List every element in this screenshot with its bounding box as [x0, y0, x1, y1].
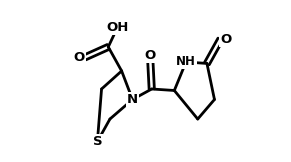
- Text: NH: NH: [176, 55, 196, 69]
- Text: S: S: [93, 135, 102, 148]
- Text: O: O: [74, 51, 85, 64]
- Text: N: N: [127, 93, 138, 106]
- Text: O: O: [220, 33, 232, 46]
- Text: OH: OH: [106, 21, 129, 34]
- Text: O: O: [144, 49, 156, 62]
